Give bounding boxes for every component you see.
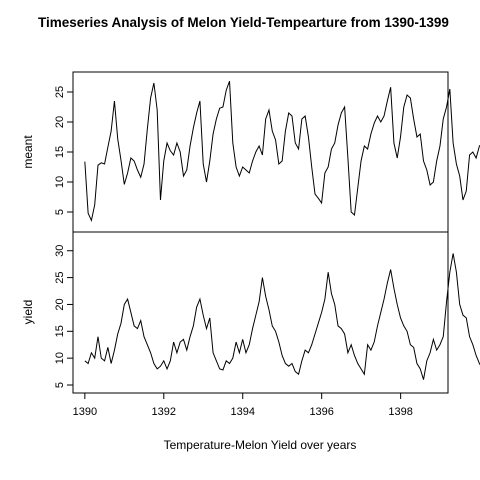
y-tick-label: 25: [54, 86, 66, 98]
y-tick-label: 20: [54, 116, 66, 128]
series-line-meant: [84, 81, 480, 222]
x-tick-label: 1398: [388, 406, 412, 418]
x-tick-label: 1396: [309, 406, 333, 418]
x-tick-label: 1390: [73, 406, 97, 418]
y-tick-label: 15: [54, 146, 66, 158]
y-tick-label: 15: [54, 325, 66, 337]
y-tick-label: 10: [54, 176, 66, 188]
y-axis-label-meant: meant: [21, 135, 35, 169]
x-tick-label: 1394: [230, 406, 254, 418]
series-line-yield: [84, 253, 480, 380]
panel-frame-yield: [72, 231, 449, 394]
panel-frame-meant: [72, 71, 449, 233]
y-tick-label: 5: [54, 209, 66, 215]
y-axis-label-yield: yield: [21, 300, 35, 325]
y-axis-meant: 5 10 15 20 25: [54, 86, 73, 215]
x-tick-label: 1392: [152, 406, 176, 418]
x-axis-label: Temperature-Melon Yield over years: [164, 438, 357, 452]
y-tick-label: 30: [54, 245, 66, 257]
y-tick-label: 5: [54, 382, 66, 388]
y-tick-label: 20: [54, 298, 66, 310]
chart-title: Timeseries Analysis of Melon Yield-Tempe…: [38, 15, 449, 30]
x-axis: 1390 1392 1394 1396 1398: [73, 393, 413, 418]
y-axis-yield: 5 10 15 20 25 30: [54, 245, 73, 388]
y-tick-label: 25: [54, 271, 66, 283]
y-tick-label: 10: [54, 352, 66, 364]
